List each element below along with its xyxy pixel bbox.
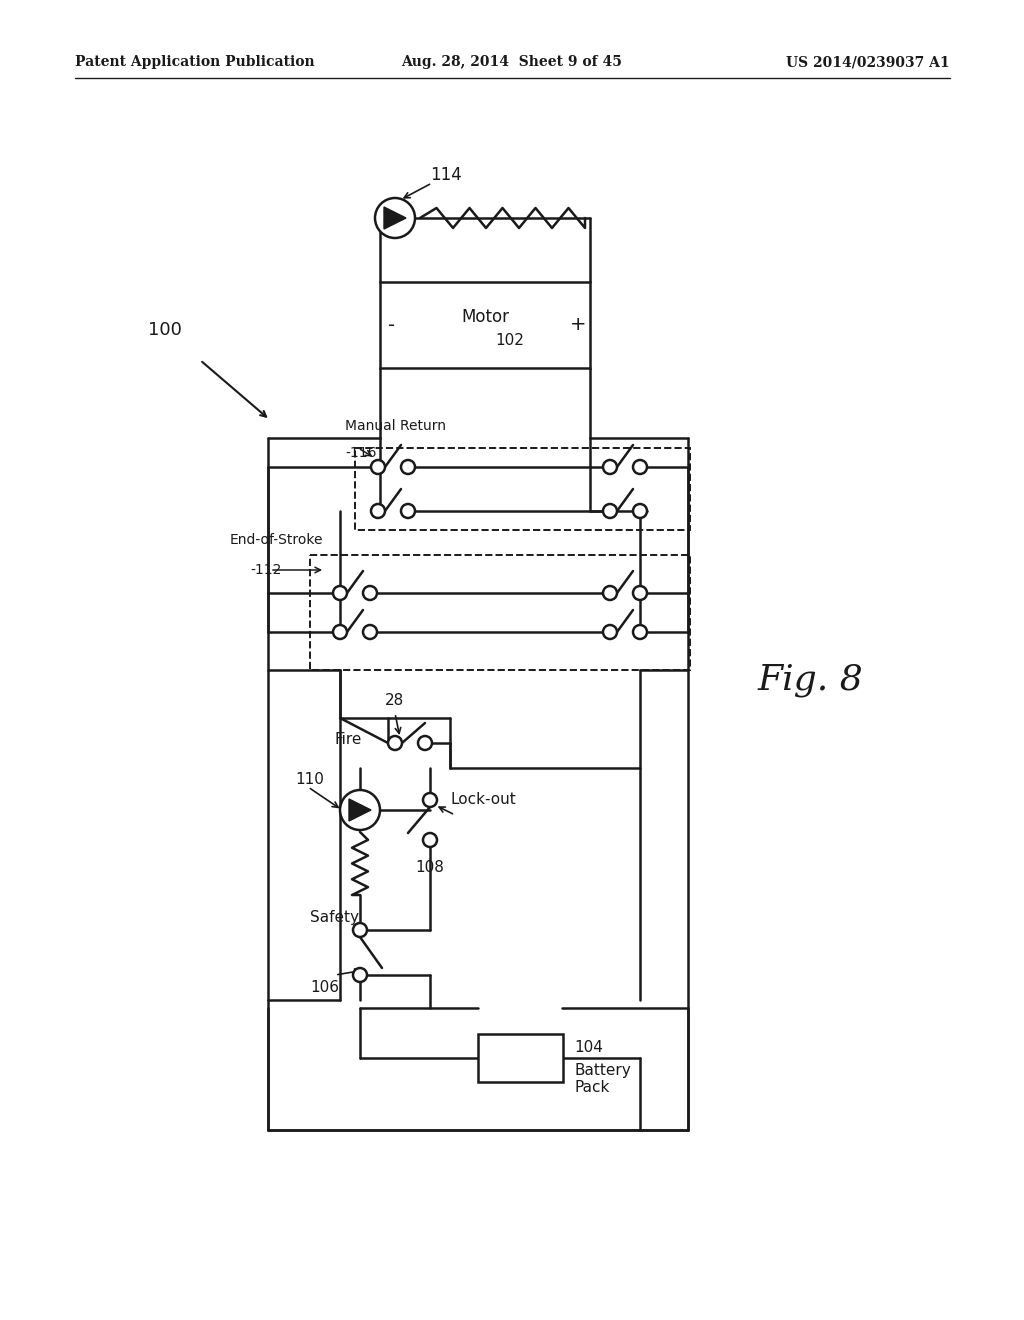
Circle shape xyxy=(633,586,647,601)
Text: 106: 106 xyxy=(310,979,339,995)
Circle shape xyxy=(362,586,377,601)
Bar xyxy=(355,447,690,531)
Text: 108: 108 xyxy=(415,861,443,875)
Text: End-of-Stroke: End-of-Stroke xyxy=(230,533,324,546)
Circle shape xyxy=(633,504,647,517)
Circle shape xyxy=(353,923,367,937)
Circle shape xyxy=(375,198,415,238)
Circle shape xyxy=(353,968,367,982)
Circle shape xyxy=(603,586,617,601)
Text: 110: 110 xyxy=(295,772,324,788)
Bar xyxy=(478,1034,563,1082)
Text: Manual Return: Manual Return xyxy=(345,418,446,433)
Circle shape xyxy=(603,459,617,474)
Text: US 2014/0239037 A1: US 2014/0239037 A1 xyxy=(786,55,950,69)
Circle shape xyxy=(333,586,347,601)
Circle shape xyxy=(388,737,402,750)
Text: 102: 102 xyxy=(496,333,524,348)
Text: 104: 104 xyxy=(574,1040,603,1056)
Circle shape xyxy=(603,624,617,639)
Circle shape xyxy=(401,459,415,474)
Circle shape xyxy=(371,459,385,474)
Text: Lock-out: Lock-out xyxy=(450,792,516,808)
Circle shape xyxy=(603,504,617,517)
Circle shape xyxy=(401,504,415,517)
Text: Motor: Motor xyxy=(461,308,509,326)
Circle shape xyxy=(633,624,647,639)
Circle shape xyxy=(362,624,377,639)
Text: 114: 114 xyxy=(430,166,462,183)
Circle shape xyxy=(340,789,380,830)
Text: 100: 100 xyxy=(148,321,182,339)
Text: +: + xyxy=(569,315,587,334)
Circle shape xyxy=(371,504,385,517)
Bar xyxy=(310,554,690,671)
Circle shape xyxy=(633,459,647,474)
Text: Patent Application Publication: Patent Application Publication xyxy=(75,55,314,69)
Text: -: - xyxy=(388,315,395,334)
Text: Fig. 8: Fig. 8 xyxy=(757,663,863,697)
Circle shape xyxy=(333,624,347,639)
Text: 28: 28 xyxy=(385,693,404,708)
Bar xyxy=(380,282,590,368)
Text: -112: -112 xyxy=(250,564,282,577)
Polygon shape xyxy=(349,799,371,821)
Circle shape xyxy=(423,793,437,807)
Text: Fire: Fire xyxy=(335,733,362,747)
Polygon shape xyxy=(384,207,406,228)
Circle shape xyxy=(423,833,437,847)
Text: -116: -116 xyxy=(345,446,377,459)
Text: Safety: Safety xyxy=(310,909,359,925)
Text: Aug. 28, 2014  Sheet 9 of 45: Aug. 28, 2014 Sheet 9 of 45 xyxy=(401,55,623,69)
Circle shape xyxy=(418,737,432,750)
Text: Battery
Pack: Battery Pack xyxy=(574,1063,631,1096)
